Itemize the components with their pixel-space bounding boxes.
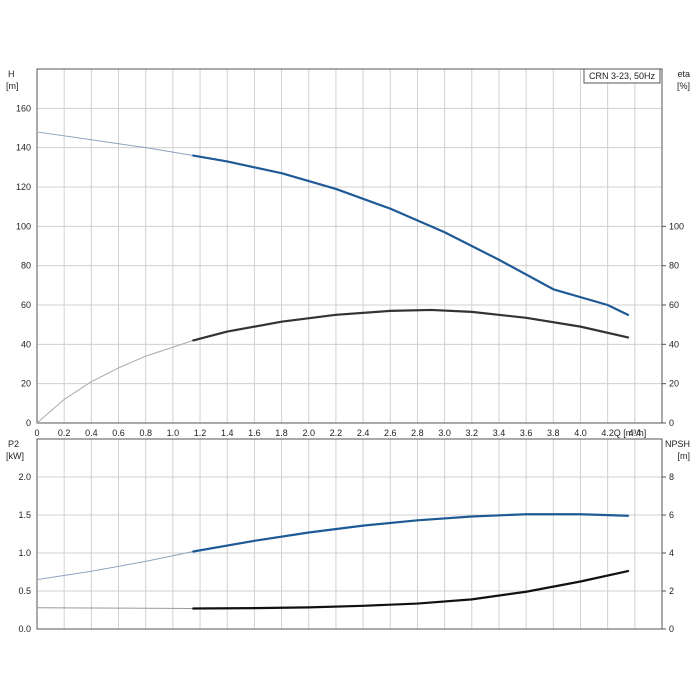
panel2-y-right-tick-2: 4 — [669, 548, 674, 558]
panel1-x-tick-17: 3.4 — [493, 428, 506, 438]
panel1-x-tick-19: 3.8 — [547, 428, 560, 438]
panel1-y-right-tick-4: 80 — [669, 261, 679, 271]
panel1-y-right-tick-2: 40 — [669, 339, 679, 349]
panel2-y-left-tick-3: 1.5 — [18, 510, 31, 520]
panel1-x-tick-18: 3.6 — [520, 428, 533, 438]
panel1-x-tick-4: 0.8 — [139, 428, 152, 438]
panel1-x-tick-14: 2.8 — [411, 428, 424, 438]
panel1-series-2-line — [192, 308, 630, 342]
panel1-y-left-tick-1: 20 — [21, 379, 31, 389]
panel2-y-right-tick-0: 0 — [669, 624, 674, 634]
panel1-y-left-tick-0: 0 — [26, 418, 31, 428]
panel1-x-tick-20: 4.0 — [574, 428, 587, 438]
panel1-series-1-extrapolated — [36, 131, 194, 157]
panel2-frame — [36, 438, 663, 630]
panel1-y-left-tick-7: 140 — [16, 143, 31, 153]
panel1-x-tick-3: 0.6 — [112, 428, 125, 438]
panel1-y-right-tick-0: 0 — [669, 418, 674, 428]
panel2-y-left-tick-0: 0.0 — [18, 624, 31, 634]
panel2-y-left-tick-2: 1.0 — [18, 548, 31, 558]
panel1-y-left-tick-6: 120 — [16, 182, 31, 192]
panel1-frame — [36, 68, 663, 424]
panel2-y-left-tick-1: 0.5 — [18, 586, 31, 596]
panel1-x-tick-15: 3.0 — [438, 428, 451, 438]
panel2-series-2-line — [192, 569, 630, 610]
panel1-y-right-label-line2: [%] — [677, 81, 690, 91]
panel1-x-tick-13: 2.6 — [384, 428, 397, 438]
panel1-x-tick-6: 1.2 — [194, 428, 207, 438]
panel2-y-right-tick-4: 8 — [669, 472, 674, 482]
panel1-y-left-label-line2: [m] — [6, 81, 19, 91]
panel2-y-right-label-line2: [m] — [678, 451, 691, 461]
panel1-series-1-line — [192, 154, 630, 316]
panel1-y-right-tick-5: 100 — [669, 221, 684, 231]
panel1-y-left-tick-2: 40 — [21, 339, 31, 349]
panel1-y-right-label-line1: eta — [677, 69, 690, 79]
panel1-y-left-tick-8: 160 — [16, 103, 31, 113]
panel1-x-tick-16: 3.2 — [466, 428, 479, 438]
panel1-x-tick-10: 2.0 — [302, 428, 315, 438]
panel2-y-left-label-line1: P2 — [8, 439, 19, 449]
panel1-y-left-tick-5: 100 — [16, 221, 31, 231]
panel2-y-right-label-line1: NPSH — [665, 439, 690, 449]
panel1-x-tick-11: 2.2 — [330, 428, 343, 438]
legend: CRN 3-23, 50Hz — [583, 68, 661, 84]
panel1-y-left-tick-3: 60 — [21, 300, 31, 310]
panel1-x-tick-2: 0.4 — [85, 428, 98, 438]
panel1-x-tick-0: 0 — [34, 428, 39, 438]
legend-box — [583, 68, 661, 84]
panel1-x-tick-5: 1.0 — [167, 428, 180, 438]
panel1-x-tick-12: 2.4 — [357, 428, 370, 438]
panel1-x-tick-21: 4.2 — [601, 428, 614, 438]
panel1-y-right-tick-1: 20 — [669, 379, 679, 389]
panel1-y-right-tick-3: 60 — [669, 300, 679, 310]
panel2-y-left-label-line2: [kW] — [6, 451, 24, 461]
panel1-x-tick-7: 1.4 — [221, 428, 234, 438]
panel2-y-left-tick-4: 2.0 — [18, 472, 31, 482]
legend-label: CRN 3-23, 50Hz — [589, 71, 656, 81]
panel2-series-2-extrapolated — [36, 607, 194, 609]
panel1-x-tick-8: 1.6 — [248, 428, 261, 438]
panel2-y-right-tick-3: 6 — [669, 510, 674, 520]
panel1-x-axis-label: Q [m³/h] — [614, 428, 647, 438]
panel2-series-1-extrapolated — [36, 550, 194, 581]
panel2-y-right-tick-1: 2 — [669, 586, 674, 596]
panel1-x-tick-1: 0.2 — [58, 428, 71, 438]
panel1-y-left-tick-4: 80 — [21, 261, 31, 271]
panel2-series-1-line — [192, 513, 630, 553]
panel1-series-2-extrapolated — [36, 339, 194, 424]
panel1-y-left-label-line1: H — [8, 69, 15, 79]
panel1-x-tick-9: 1.8 — [275, 428, 288, 438]
panel1-x-tick-22: 4.4 — [629, 428, 642, 438]
